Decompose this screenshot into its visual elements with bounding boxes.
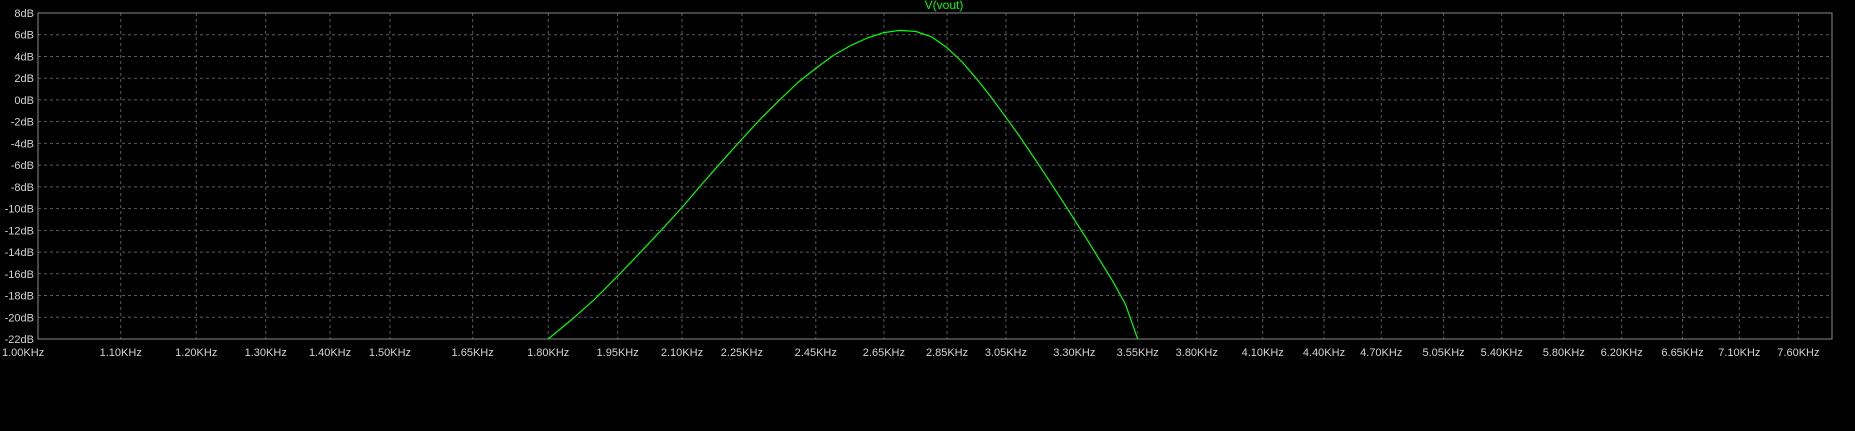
x-tick-label: 1.30KHz <box>245 347 287 359</box>
y-tick-label: -16dB <box>5 269 34 281</box>
x-tick-label: 1.10KHz <box>100 347 142 359</box>
y-tick-label: -14dB <box>5 247 34 259</box>
y-tick-label: 6dB <box>14 30 34 42</box>
plot-frame <box>37 12 1833 340</box>
y-tick-label: 8dB <box>14 8 34 20</box>
y-tick-label: -8dB <box>11 182 34 194</box>
y-tick-label: -22dB <box>5 334 34 346</box>
x-tick-label: 5.05KHz <box>1422 347 1464 359</box>
y-tick-label: 2dB <box>14 73 34 85</box>
x-tick-label: 1.95KHz <box>597 347 639 359</box>
y-tick-label: -6dB <box>11 160 34 172</box>
series-line-vout <box>547 29 1139 340</box>
x-tick-label: 1.00KHz <box>2 347 44 359</box>
y-tick-label: 4dB <box>14 51 34 63</box>
x-tick-label: 5.40KHz <box>1481 347 1523 359</box>
y-tick-label: -4dB <box>11 138 34 150</box>
x-tick-label: 1.40KHz <box>309 347 351 359</box>
x-tick-label: 2.10KHz <box>661 347 703 359</box>
x-tick-label: 4.70KHz <box>1360 347 1402 359</box>
y-tick-label: 0dB <box>14 95 34 107</box>
x-tick-label: 2.25KHz <box>721 347 763 359</box>
x-tick-label: 6.65KHz <box>1661 347 1703 359</box>
y-tick-label: -20dB <box>5 312 34 324</box>
x-tick-label: 2.85KHz <box>926 347 968 359</box>
y-tick-label: -18dB <box>5 291 34 303</box>
x-tick-label: 2.65KHz <box>863 347 905 359</box>
x-tick-label: 1.20KHz <box>175 347 217 359</box>
x-tick-label: 3.80KHz <box>1176 347 1218 359</box>
x-tick-label: 7.10KHz <box>1718 347 1760 359</box>
y-tick-label: -2dB <box>11 117 34 129</box>
x-tick-label: 4.40KHz <box>1303 347 1345 359</box>
x-tick-label: 3.05KHz <box>985 347 1027 359</box>
series-layer <box>547 29 1139 340</box>
x-tick-label: 3.55KHz <box>1117 347 1159 359</box>
y-tick-label: -12dB <box>5 225 34 237</box>
y-tick-label: -10dB <box>5 204 34 216</box>
x-tick-label: 4.10KHz <box>1242 347 1284 359</box>
x-tick-label: 1.80KHz <box>527 347 569 359</box>
x-tick-label: 6.20KHz <box>1601 347 1643 359</box>
x-tick-label: 1.65KHz <box>452 347 494 359</box>
x-tick-label: 3.30KHz <box>1053 347 1095 359</box>
x-tick-label: 5.80KHz <box>1543 347 1585 359</box>
x-tick-label: 2.45KHz <box>795 347 837 359</box>
trace-title[interactable]: V(vout) <box>925 0 964 12</box>
y-axis-ticks: 8dB 6dB 4dB 2dB 0dB -2dB -4dB -6dB -8dB -10dB -12d… <box>5 8 34 346</box>
x-axis-ticks: 1.00KHz 1.10KHz 1.20KHz 1.30KHz 1.40KHz 1.50K… <box>2 347 1819 359</box>
x-tick-label: 1.50KHz <box>369 347 411 359</box>
x-tick-label: 7.60KHz <box>1777 347 1819 359</box>
